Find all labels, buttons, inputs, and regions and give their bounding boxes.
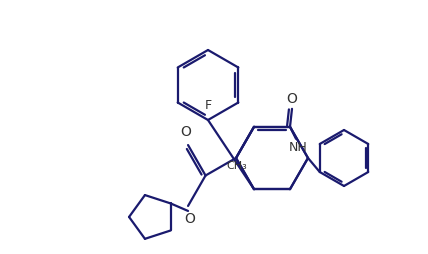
Text: O: O	[184, 212, 196, 226]
Text: NH: NH	[288, 141, 307, 154]
Text: O: O	[181, 125, 191, 139]
Text: CH₃: CH₃	[226, 161, 247, 171]
Text: F: F	[205, 99, 211, 112]
Text: O: O	[287, 92, 297, 106]
